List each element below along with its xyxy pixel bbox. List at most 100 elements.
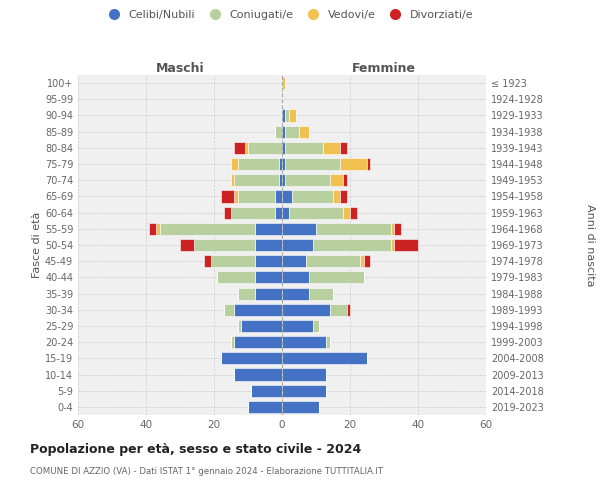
Bar	[255, 272, 282, 283]
Bar	[286, 110, 289, 122]
Bar	[235, 142, 245, 154]
Bar	[340, 158, 367, 170]
Bar	[394, 222, 401, 235]
Bar	[231, 336, 235, 348]
Y-axis label: Anni di nascita: Anni di nascita	[586, 204, 595, 286]
Bar	[231, 158, 238, 170]
Bar	[282, 320, 313, 332]
Bar	[292, 190, 333, 202]
Bar	[278, 174, 282, 186]
Bar	[282, 206, 289, 218]
Bar	[329, 304, 347, 316]
Bar	[235, 368, 282, 380]
Bar	[282, 384, 326, 397]
Bar	[343, 206, 350, 218]
Bar	[235, 336, 282, 348]
Bar	[323, 142, 340, 154]
Bar	[282, 304, 329, 316]
Bar	[231, 206, 275, 218]
Bar	[235, 304, 282, 316]
Bar	[245, 142, 248, 154]
Bar	[289, 206, 343, 218]
Bar	[282, 110, 286, 122]
Bar	[238, 190, 275, 202]
Bar	[282, 352, 367, 364]
Bar	[248, 401, 282, 413]
Bar	[306, 255, 360, 268]
Bar	[347, 304, 350, 316]
Bar	[340, 142, 347, 154]
Bar	[255, 288, 282, 300]
Bar	[204, 255, 211, 268]
Bar	[221, 352, 282, 364]
Bar	[224, 206, 231, 218]
Bar	[238, 158, 278, 170]
Bar	[255, 239, 282, 251]
Bar	[238, 288, 255, 300]
Bar	[360, 255, 364, 268]
Bar	[275, 190, 282, 202]
Bar	[282, 158, 286, 170]
Bar	[224, 304, 235, 316]
Bar	[180, 239, 194, 251]
Bar	[231, 174, 235, 186]
Bar	[275, 126, 282, 138]
Bar	[329, 174, 343, 186]
Bar	[235, 190, 238, 202]
Bar	[364, 255, 370, 268]
Bar	[282, 255, 306, 268]
Text: Maschi: Maschi	[155, 62, 205, 75]
Bar	[194, 239, 255, 251]
Bar	[282, 272, 309, 283]
Bar	[282, 401, 319, 413]
Bar	[340, 190, 347, 202]
Bar	[309, 272, 364, 283]
Bar	[221, 190, 235, 202]
Text: Femmine: Femmine	[352, 62, 416, 75]
Bar	[394, 239, 418, 251]
Bar	[289, 110, 296, 122]
Bar	[282, 190, 292, 202]
Bar	[282, 142, 286, 154]
Bar	[282, 77, 286, 89]
Bar	[282, 288, 309, 300]
Bar	[391, 239, 394, 251]
Bar	[313, 320, 319, 332]
Bar	[241, 320, 282, 332]
Text: Popolazione per età, sesso e stato civile - 2024: Popolazione per età, sesso e stato civil…	[30, 442, 361, 456]
Bar	[282, 336, 326, 348]
Bar	[350, 206, 357, 218]
Bar	[316, 222, 391, 235]
Bar	[282, 222, 316, 235]
Bar	[333, 190, 340, 202]
Bar	[282, 126, 286, 138]
Bar	[282, 174, 286, 186]
Text: COMUNE DI AZZIO (VA) - Dati ISTAT 1° gennaio 2024 - Elaborazione TUTTITALIA.IT: COMUNE DI AZZIO (VA) - Dati ISTAT 1° gen…	[30, 468, 383, 476]
Bar	[286, 174, 329, 186]
Bar	[286, 126, 299, 138]
Bar	[275, 206, 282, 218]
Bar	[255, 255, 282, 268]
Bar	[156, 222, 160, 235]
Bar	[160, 222, 255, 235]
Bar	[217, 272, 255, 283]
Bar	[391, 222, 394, 235]
Bar	[251, 384, 282, 397]
Bar	[282, 239, 313, 251]
Bar	[313, 239, 391, 251]
Bar	[326, 336, 329, 348]
Bar	[238, 320, 241, 332]
Bar	[149, 222, 156, 235]
Bar	[255, 222, 282, 235]
Bar	[278, 158, 282, 170]
Bar	[286, 142, 323, 154]
Bar	[248, 142, 282, 154]
Bar	[343, 174, 347, 186]
Bar	[286, 158, 340, 170]
Legend: Celibi/Nubili, Coniugati/e, Vedovi/e, Divorziati/e: Celibi/Nubili, Coniugati/e, Vedovi/e, Di…	[98, 6, 478, 25]
Bar	[309, 288, 333, 300]
Bar	[367, 158, 370, 170]
Y-axis label: Fasce di età: Fasce di età	[32, 212, 42, 278]
Bar	[235, 174, 278, 186]
Bar	[282, 368, 326, 380]
